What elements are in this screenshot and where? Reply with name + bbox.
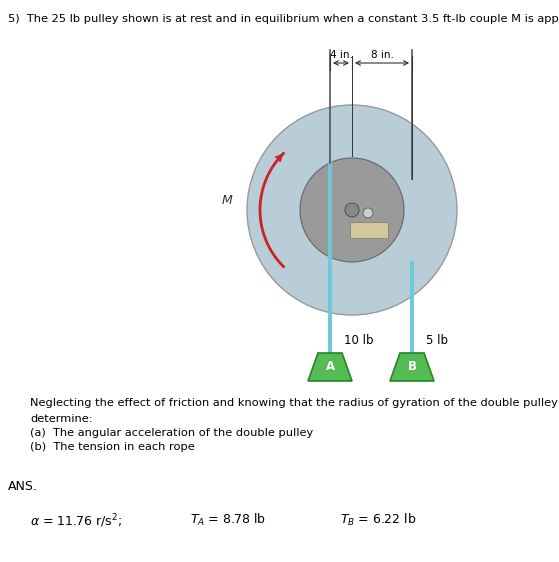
Text: M: M — [221, 193, 233, 206]
Polygon shape — [390, 353, 434, 381]
Text: 8 in.: 8 in. — [371, 50, 394, 60]
Text: Neglecting the effect of friction and knowing that the radius of gyration of the: Neglecting the effect of friction and kn… — [30, 398, 559, 408]
Circle shape — [247, 105, 457, 315]
Text: A: A — [325, 360, 335, 374]
Circle shape — [363, 208, 373, 218]
Text: $\alpha$ = 11.76 r/s$^2$;: $\alpha$ = 11.76 r/s$^2$; — [30, 512, 122, 529]
Text: (b)  The tension in each rope: (b) The tension in each rope — [30, 442, 195, 452]
Text: B: B — [408, 360, 416, 374]
Text: $T_B$ = 6.22 lb: $T_B$ = 6.22 lb — [340, 512, 416, 528]
Text: determine:: determine: — [30, 414, 93, 424]
Text: $T_A$ = 8.78 lb: $T_A$ = 8.78 lb — [190, 512, 266, 528]
Polygon shape — [308, 353, 352, 381]
Text: 10 lb: 10 lb — [344, 334, 373, 347]
Text: 4 in.: 4 in. — [330, 50, 352, 60]
Text: 5 lb: 5 lb — [426, 334, 448, 347]
Bar — [350, 222, 388, 238]
Circle shape — [345, 203, 359, 217]
Circle shape — [300, 158, 404, 262]
Text: (a)  The angular acceleration of the double pulley: (a) The angular acceleration of the doub… — [30, 428, 313, 438]
Text: ANS.: ANS. — [8, 480, 38, 493]
Text: 5)  The 25 lb pulley shown is at rest and in equilibrium when a constant 3.5 ft-: 5) The 25 lb pulley shown is at rest and… — [8, 14, 559, 24]
